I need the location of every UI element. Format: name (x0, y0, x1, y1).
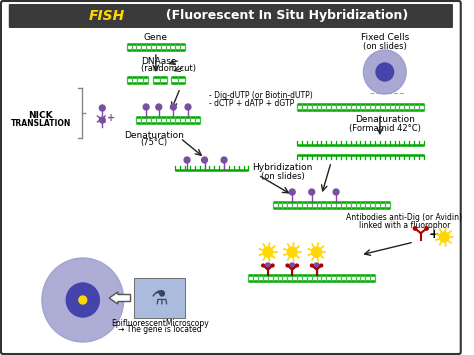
Text: DNAase: DNAase (141, 58, 177, 66)
Circle shape (376, 63, 393, 81)
Text: +: + (428, 229, 439, 241)
Text: +: + (107, 113, 115, 123)
Circle shape (185, 104, 191, 110)
Text: Denaturation: Denaturation (124, 131, 184, 140)
Circle shape (425, 227, 428, 230)
Text: linked with a fluorophor: linked with a fluorophor (358, 222, 450, 230)
Text: Hybridization: Hybridization (252, 164, 313, 173)
Text: Gene: Gene (144, 33, 168, 43)
Circle shape (271, 264, 274, 267)
Text: (on slides): (on slides) (261, 171, 304, 180)
Circle shape (309, 189, 315, 195)
Circle shape (312, 247, 321, 257)
Circle shape (171, 104, 176, 110)
Circle shape (287, 247, 297, 257)
Text: (Fluorescent In Situ Hybridization): (Fluorescent In Situ Hybridization) (157, 10, 408, 22)
Text: (on slides): (on slides) (363, 42, 407, 50)
Circle shape (143, 104, 149, 110)
Circle shape (221, 157, 227, 163)
Circle shape (184, 157, 190, 163)
Circle shape (320, 264, 323, 267)
Text: NICK: NICK (28, 110, 53, 120)
Circle shape (262, 264, 264, 267)
FancyBboxPatch shape (135, 278, 185, 318)
Text: - Dig-dUTP (or Biotin-dUTP): - Dig-dUTP (or Biotin-dUTP) (210, 91, 313, 99)
Circle shape (314, 263, 319, 269)
Circle shape (286, 264, 289, 267)
FancyBboxPatch shape (1, 1, 461, 354)
Circle shape (289, 263, 295, 269)
Text: (random cut): (random cut) (141, 65, 196, 73)
Circle shape (42, 258, 124, 342)
Circle shape (333, 189, 339, 195)
Text: → The gene is located: → The gene is located (118, 326, 201, 334)
Circle shape (79, 296, 87, 304)
Text: ⚗: ⚗ (151, 289, 168, 307)
Circle shape (413, 227, 417, 230)
Circle shape (364, 50, 406, 94)
Circle shape (289, 189, 295, 195)
Text: Antibodies anti-Dig (or Avidin): Antibodies anti-Dig (or Avidin) (346, 213, 462, 223)
FancyBboxPatch shape (9, 4, 453, 28)
Text: - dCTP + dATP + dGTP: - dCTP + dATP + dGTP (210, 98, 295, 108)
FancyArrow shape (109, 292, 130, 304)
Text: Denaturation: Denaturation (355, 115, 415, 125)
Circle shape (263, 247, 273, 257)
Circle shape (100, 105, 105, 111)
Circle shape (439, 232, 449, 242)
Circle shape (156, 104, 162, 110)
Circle shape (201, 157, 208, 163)
Text: EpifluorescentMicroscopy: EpifluorescentMicroscopy (111, 318, 209, 328)
Circle shape (100, 117, 105, 123)
Text: TRANSLATION: TRANSLATION (11, 119, 71, 127)
Circle shape (66, 283, 100, 317)
Text: (75°C): (75°C) (140, 138, 167, 147)
Circle shape (310, 264, 313, 267)
Text: (Formamid 42°C): (Formamid 42°C) (349, 124, 421, 132)
Circle shape (296, 264, 298, 267)
Circle shape (265, 263, 271, 269)
Text: Fixed Cells: Fixed Cells (361, 33, 409, 43)
Text: FISH: FISH (89, 9, 125, 23)
